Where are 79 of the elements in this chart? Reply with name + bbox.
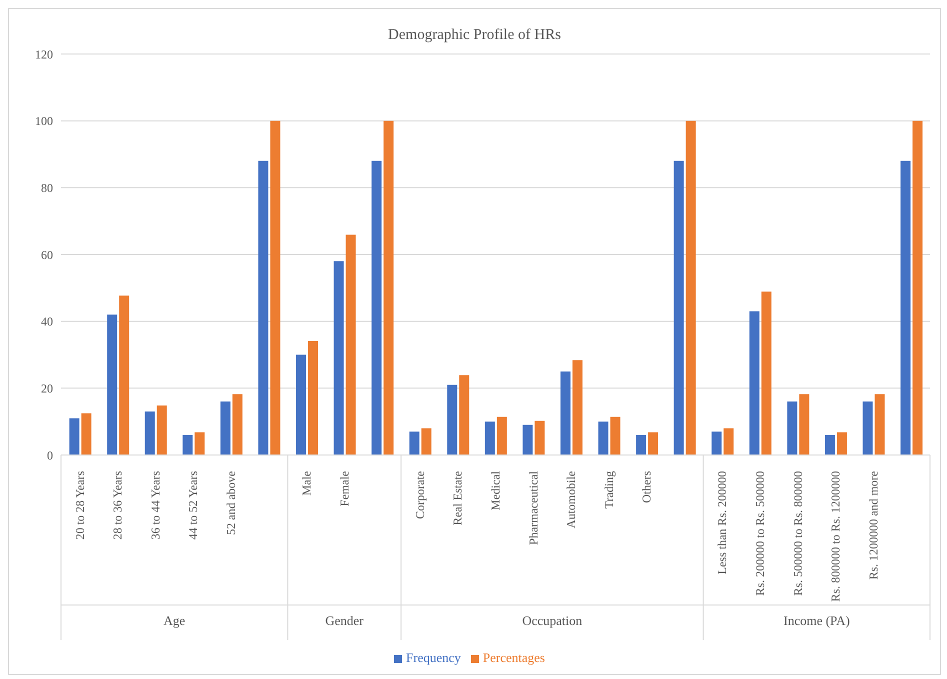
- chart-title: Demographic Profile of HRs: [387, 27, 562, 44]
- bar: [334, 261, 344, 455]
- bar: [862, 402, 873, 455]
- bar: [824, 434, 835, 455]
- text: Age: [164, 613, 186, 628]
- x-tick-label: Corporate: [412, 471, 427, 519]
- x-tick-label: Automobile: [564, 471, 578, 528]
- bar: [232, 394, 242, 455]
- x-tick-label: Rs. 200000 to Rs. 500000: [752, 471, 767, 596]
- bar: [119, 296, 130, 455]
- bar: [346, 234, 356, 455]
- text: Occupation: [522, 613, 583, 628]
- bar: [69, 418, 80, 455]
- y-tick-label: 120: [35, 47, 53, 62]
- bar: [874, 394, 885, 455]
- bar: [534, 420, 545, 455]
- bar: [560, 371, 570, 455]
- y-tick-label: 80: [41, 180, 53, 195]
- x-tick-label: 44 to 52 Years: [186, 470, 200, 540]
- x-tick-label: Rs. 1200000 and more: [866, 471, 880, 580]
- bar: [372, 160, 382, 455]
- bar: [308, 341, 318, 455]
- x-tick-label: 28 to 36 Years: [110, 470, 125, 540]
- bar: [610, 416, 620, 455]
- bar: [220, 402, 230, 455]
- bar: [270, 120, 280, 455]
- x-tick-label: Real Estate: [450, 471, 465, 526]
- x-tick-label: Pharmaceutical: [526, 470, 540, 545]
- bar: [447, 384, 458, 455]
- legend-label: Frequency: [406, 650, 461, 665]
- x-tick-label: 36 to 44 Years: [148, 470, 162, 540]
- bar: [258, 160, 268, 455]
- bar: [761, 292, 772, 455]
- bar: [296, 354, 306, 455]
- y-tick-label: 40: [41, 314, 53, 329]
- bar: [459, 375, 470, 455]
- bar: [384, 120, 394, 455]
- bar: [572, 360, 582, 455]
- bar: [712, 432, 722, 455]
- bar: [636, 434, 646, 455]
- bar: [484, 422, 495, 455]
- bar: [749, 311, 760, 455]
- x-tick-label: Less than Rs. 200000: [715, 471, 730, 574]
- bar: [81, 413, 92, 455]
- bar: [156, 406, 167, 455]
- bar: [787, 402, 798, 455]
- y-tick-label: 60: [41, 248, 53, 262]
- bar: [799, 394, 810, 455]
- x-tick-label: Rs. 500000 to Rs. 800000: [790, 471, 805, 596]
- bar: [107, 314, 118, 455]
- bar: [724, 428, 734, 455]
- bar: [496, 416, 507, 455]
- bar: [900, 160, 911, 455]
- bar: [522, 424, 533, 455]
- x-tick-label: Male: [300, 471, 314, 496]
- x-tick-label: Rs. 800000 to Rs. 1200000: [828, 471, 843, 602]
- text: Income (PA): [783, 613, 850, 628]
- bar: [182, 434, 193, 455]
- bar: [144, 412, 155, 455]
- bar: [598, 422, 608, 455]
- x-tick-label: Trading: [602, 471, 616, 509]
- bar: [674, 160, 684, 455]
- bar: [409, 432, 420, 455]
- x-tick-label: 20 to 28 Years: [72, 470, 87, 540]
- y-tick-label: 0: [47, 448, 53, 462]
- y-tick-label: 20: [41, 381, 53, 396]
- bar: [912, 120, 923, 455]
- bar: [836, 432, 847, 455]
- legend-label: Percentages: [482, 650, 545, 665]
- x-tick-label: Female: [337, 471, 352, 506]
- x-tick-label: Medical: [488, 470, 502, 510]
- x-tick-label: Others: [640, 470, 654, 503]
- x-tick-label: 52 and above: [224, 471, 238, 535]
- y-tick-label: 100: [35, 114, 53, 128]
- bar: [194, 432, 205, 455]
- text: Gender: [325, 613, 364, 628]
- bar: [421, 428, 432, 455]
- bar: [686, 120, 696, 455]
- bar: [648, 432, 658, 455]
